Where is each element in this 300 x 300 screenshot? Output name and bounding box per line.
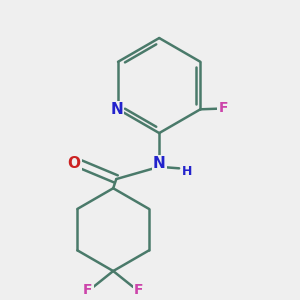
Text: F: F bbox=[134, 283, 143, 297]
Text: N: N bbox=[153, 156, 166, 171]
Text: F: F bbox=[83, 283, 92, 297]
Text: H: H bbox=[182, 165, 192, 178]
Text: O: O bbox=[68, 156, 80, 171]
Text: N: N bbox=[110, 102, 123, 117]
Text: F: F bbox=[219, 101, 228, 115]
